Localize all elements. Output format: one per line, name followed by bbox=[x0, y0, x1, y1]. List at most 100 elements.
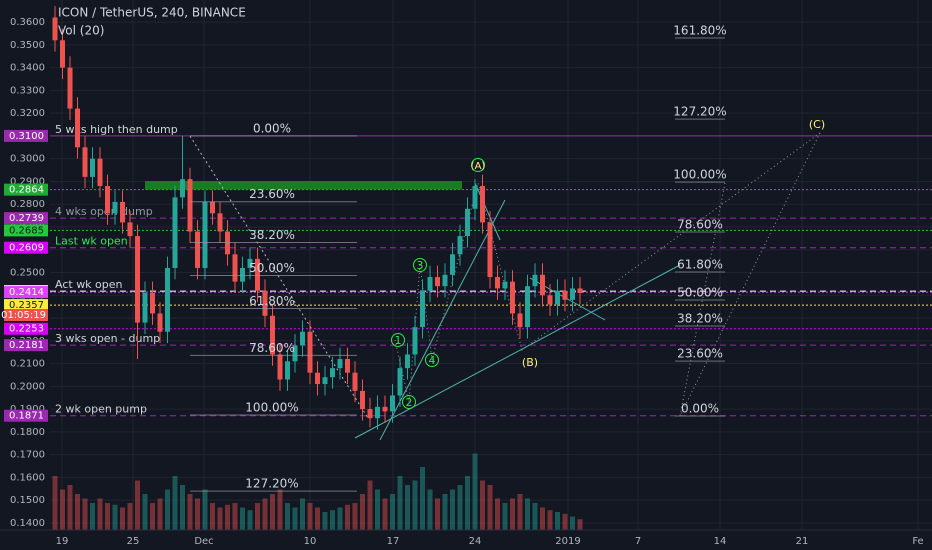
candle-body bbox=[262, 290, 268, 316]
y-tick-label: 0.1500 bbox=[10, 495, 45, 506]
fib-label: 38.20% bbox=[249, 228, 295, 242]
candle-body bbox=[142, 293, 148, 323]
volume-bar bbox=[390, 494, 395, 530]
candle-body bbox=[172, 197, 178, 268]
candle-body bbox=[375, 406, 380, 419]
wave-label: (B) bbox=[522, 356, 538, 369]
fib-label: 50.00% bbox=[249, 261, 295, 275]
volume-bar bbox=[420, 467, 425, 530]
candle-body bbox=[577, 288, 583, 294]
level-name: 3 wks open - dump bbox=[55, 332, 160, 345]
price-box-label: 0.2181 bbox=[9, 340, 44, 351]
volume-bar bbox=[165, 489, 170, 530]
volume-bar bbox=[217, 507, 223, 530]
volume-bar bbox=[405, 485, 410, 530]
volume-bar bbox=[435, 498, 440, 530]
candle-body bbox=[352, 372, 358, 391]
candle-body bbox=[300, 331, 305, 346]
fib-label: 23.60% bbox=[249, 187, 295, 201]
volume-bar bbox=[472, 453, 478, 530]
price-box bbox=[4, 322, 48, 335]
volume-bar bbox=[300, 498, 305, 530]
volume-bar bbox=[547, 510, 553, 530]
candle-body bbox=[307, 331, 313, 373]
x-tick-label: 25 bbox=[127, 536, 140, 547]
price-box bbox=[4, 409, 48, 422]
volume-bar bbox=[457, 485, 463, 530]
candle-body bbox=[247, 258, 253, 268]
volume-bar bbox=[60, 489, 65, 530]
price-box bbox=[4, 339, 48, 352]
volume-bar bbox=[180, 485, 185, 530]
price-box-label: 0.2864 bbox=[9, 185, 44, 196]
fib-label: 50.00% bbox=[677, 286, 723, 300]
candle-body bbox=[112, 201, 118, 214]
candle-body bbox=[360, 390, 365, 410]
x-tick-label: 17 bbox=[387, 536, 400, 547]
volume-bar bbox=[487, 485, 493, 530]
candles bbox=[52, 6, 583, 430]
volume-bar bbox=[202, 489, 208, 530]
price-box bbox=[4, 183, 48, 196]
volume-bar bbox=[90, 503, 95, 530]
drawings bbox=[189, 132, 821, 441]
volume-bar bbox=[450, 489, 455, 530]
volume-bar bbox=[322, 512, 328, 530]
candle-body bbox=[570, 288, 575, 300]
level-name: 4 wks open dump bbox=[55, 205, 153, 218]
candle-body bbox=[52, 17, 58, 41]
candle-body bbox=[255, 258, 260, 291]
x-tick-label: 7 bbox=[635, 536, 641, 547]
price-box bbox=[4, 212, 48, 225]
candle-body bbox=[105, 186, 110, 214]
fib-label: 100.00% bbox=[673, 168, 726, 182]
countdown-box bbox=[4, 309, 48, 321]
candle-body bbox=[330, 368, 335, 378]
x-tick-label: Fe bbox=[912, 536, 923, 547]
volume-bar bbox=[67, 485, 73, 530]
candle-body bbox=[367, 409, 373, 419]
x-tick-label: 10 bbox=[304, 536, 317, 547]
volume-bar bbox=[442, 494, 448, 530]
candle-body bbox=[472, 186, 478, 209]
price-box-label: 0.2685 bbox=[9, 225, 44, 236]
volume-bar bbox=[397, 476, 403, 530]
wave-circle bbox=[425, 353, 439, 367]
volume-title: Vol (20) bbox=[58, 24, 104, 38]
volume-bar bbox=[465, 476, 470, 530]
fib-label: 61.80% bbox=[249, 294, 295, 308]
price-box bbox=[4, 286, 48, 299]
wave-label: 4 bbox=[429, 354, 436, 367]
price-box-label: 0.3100 bbox=[9, 131, 44, 142]
trendline bbox=[379, 199, 506, 441]
volume-bar bbox=[142, 494, 148, 530]
candle-body bbox=[285, 361, 290, 380]
candle-body bbox=[382, 406, 388, 412]
price-box-label: 0.2253 bbox=[9, 324, 44, 335]
volume-bar bbox=[112, 504, 118, 530]
y-tick-label: 0.3600 bbox=[10, 17, 45, 28]
volume-bar bbox=[382, 498, 388, 530]
volume-bar bbox=[367, 480, 373, 530]
volume-bar bbox=[270, 494, 275, 530]
wave-circle bbox=[471, 158, 485, 172]
volume-bar bbox=[555, 512, 560, 530]
price-axis: 0.1400 0.1500 0.1600 0.1700 0.1800 0.1900 0.20… bbox=[0, 0, 50, 530]
volume-bar bbox=[352, 503, 358, 530]
candle-body bbox=[120, 201, 125, 223]
x-tick-label: 19 bbox=[56, 536, 69, 547]
candle-body bbox=[232, 254, 238, 282]
candle-body bbox=[60, 40, 65, 68]
volume-bar bbox=[375, 489, 380, 530]
price-box bbox=[4, 224, 48, 237]
y-tick-label: 0.3400 bbox=[10, 63, 45, 74]
volume-bar bbox=[232, 503, 238, 530]
candle-body bbox=[510, 281, 515, 314]
levels: 5 wks high then dump 4 wks open dump Last … bbox=[50, 123, 932, 417]
candle-body bbox=[67, 67, 73, 109]
wave-label: 3 bbox=[417, 259, 424, 272]
level-name: 2 wk open pump bbox=[55, 403, 147, 416]
volume-bar bbox=[120, 507, 125, 530]
candle-body bbox=[90, 158, 95, 177]
candle-body bbox=[217, 213, 223, 232]
